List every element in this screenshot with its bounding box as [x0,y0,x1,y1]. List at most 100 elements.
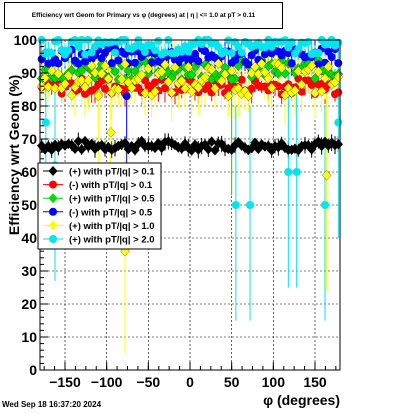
data-point [321,170,332,181]
data-point [156,66,167,78]
data-point [314,48,323,57]
y-tick-label: 90 [21,65,37,81]
y-tick-label: 70 [21,131,37,147]
data-point [313,66,324,77]
data-point [106,127,116,138]
data-point [206,64,217,75]
data-point [321,201,329,209]
data-point [294,74,303,83]
x-tick-label: 0 [186,374,194,390]
legend-label: (+) with pT/|q| > 0.5 [69,194,155,205]
data-point [93,90,104,102]
data-point [120,59,130,70]
data-point [111,48,119,57]
data-point [54,59,63,68]
data-point [292,168,301,176]
legend-marker [49,235,57,243]
data-point [310,73,320,84]
data-point [250,61,260,73]
data-point [83,75,94,86]
legend-label: (+) with pT/|q| > 0.1 [69,167,155,178]
data-point [214,43,223,52]
data-point [263,73,274,84]
data-point [122,92,131,101]
y-tick-label: 50 [21,197,37,213]
data-point [307,81,316,90]
data-point [80,81,90,93]
data-point [210,83,220,94]
data-markers [36,36,344,257]
data-point [200,71,210,83]
data-point [186,69,197,81]
data-point [237,75,246,84]
data-point [274,82,283,91]
data-point [234,42,243,51]
data-point [143,63,154,74]
data-point [113,84,124,95]
data-point [43,81,54,93]
data-point [70,143,80,155]
data-point [226,74,237,85]
data-point [131,42,139,51]
data-point [246,201,254,209]
data-point [150,86,160,97]
data-point [166,87,177,98]
data-point [74,42,83,51]
data-point [327,52,336,61]
data-point [140,87,150,99]
x-tick-label: 150 [303,374,327,390]
chart-title-box: Efficiency wrt Geom for Primary vs φ (de… [4,2,283,29]
legend-box [37,162,162,250]
data-point [184,47,193,56]
data-point [247,84,256,93]
data-point [104,44,113,53]
data-point [131,58,139,67]
data-point [227,49,236,58]
data-point [57,89,66,98]
data-point [154,36,163,45]
x-axis-title: φ (degrees) [263,392,340,408]
data-point [231,201,240,209]
data-point [161,84,169,93]
x-tick-label: −50 [136,374,160,390]
data-point [204,81,213,90]
data-point [290,85,300,96]
data-point [103,73,114,85]
data-point [76,144,87,155]
data-point [53,68,64,80]
y-tick-label: 100 [14,32,38,48]
data-point [170,62,180,73]
data-point [320,73,330,84]
data-point [297,87,306,96]
data-point [193,82,204,93]
data-point [161,48,169,57]
data-point [244,60,253,69]
data-point [256,58,267,70]
data-point [123,65,134,77]
data-point [136,69,147,81]
data-point [334,118,343,127]
data-point [287,38,296,47]
data-point [41,118,50,127]
data-point [73,136,84,147]
data-point [101,84,109,93]
data-point [110,66,120,77]
legend-marker [48,166,58,176]
data-point [46,65,57,77]
y-axis-title: Efficiency wrt Geom (%) [6,75,22,235]
data-point [221,47,229,56]
data-point [151,46,159,55]
data-point [40,72,50,84]
legend-label: (-) with pT/|q| > 0.1 [69,180,153,191]
legend-marker [48,193,58,204]
data-point [176,75,187,87]
x-tick-label: −150 [49,374,81,390]
data-point [191,49,199,58]
data-point [276,62,287,74]
legend: (+) with pT/|q| > 0.1 (-) with pT/|q| > 0… [37,162,162,250]
data-point [141,48,149,57]
data-point [87,48,96,57]
data-point [114,56,123,65]
data-point [76,75,87,86]
